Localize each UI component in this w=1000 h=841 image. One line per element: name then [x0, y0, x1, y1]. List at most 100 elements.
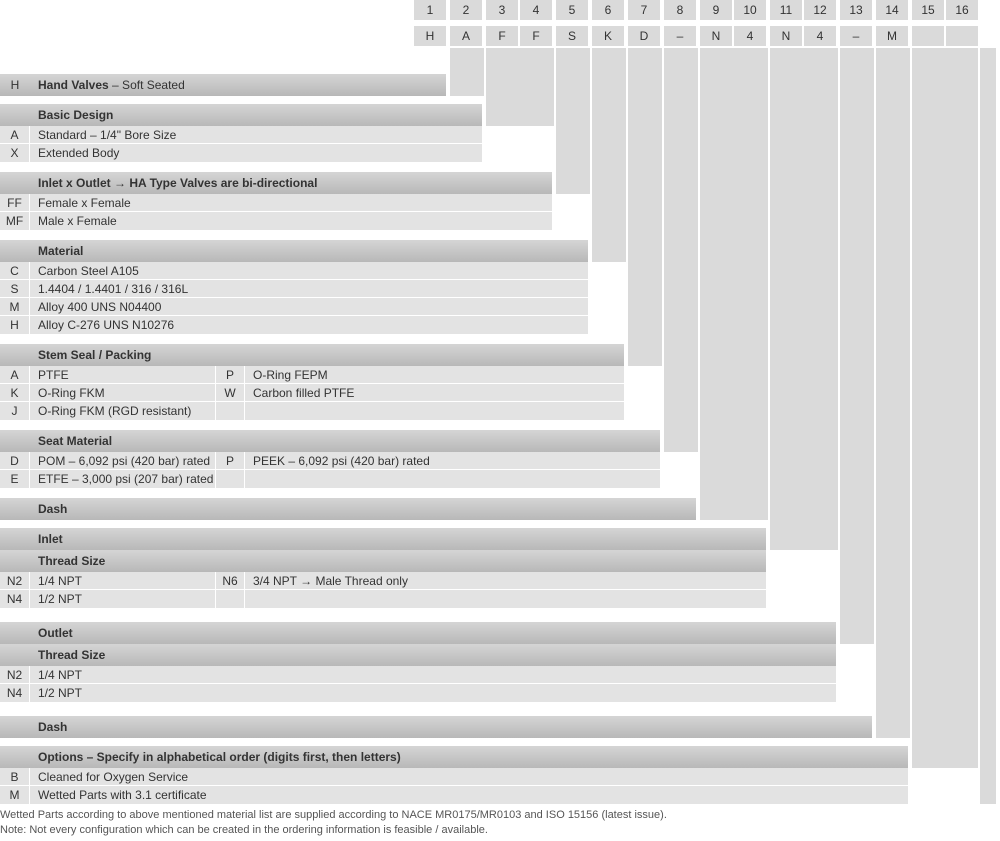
data-row: N21/4 NPTN63/4 NPT → Male Thread only — [0, 572, 766, 590]
row-code: MF — [0, 212, 30, 230]
position-cell: 12 — [804, 0, 836, 20]
header-label: Inlet x Outlet → HA Type Valves are bi-d… — [30, 176, 317, 190]
row-code-2 — [215, 590, 245, 608]
section: Stem Seal / PackingAPTFEPO-Ring FEPMKO-R… — [0, 344, 624, 420]
data-row: N21/4 NPT — [0, 666, 836, 684]
section-header: Inlet x Outlet → HA Type Valves are bi-d… — [0, 172, 552, 194]
data-row: MWetted Parts with 3.1 certificate — [0, 786, 908, 804]
row-code: H — [0, 316, 30, 334]
data-row: MAlloy 400 UNS N04400 — [0, 298, 588, 316]
footer-notes: Wetted Parts according to above mentione… — [0, 808, 667, 839]
code-cell: F — [486, 26, 518, 46]
header-label: Hand Valves – Soft Seated — [30, 78, 185, 92]
section-header: Outlet — [0, 622, 836, 644]
header-code: H — [0, 78, 30, 92]
row-label-2: Carbon filled PTFE — [245, 386, 624, 400]
row-code-2: N6 — [215, 572, 245, 589]
position-cell: 9 — [700, 0, 732, 20]
data-row: MFMale x Female — [0, 212, 552, 230]
data-row: HAlloy C-276 UNS N10276 — [0, 316, 588, 334]
row-label-2: 3/4 NPT → Male Thread only — [245, 574, 766, 588]
row-label: 1/4 NPT — [30, 574, 215, 588]
section-header: Dash — [0, 498, 696, 520]
row-label: 1/2 NPT — [30, 686, 836, 700]
data-row: EETFE – 3,000 psi (207 bar) rated — [0, 470, 660, 488]
step-fill — [450, 48, 484, 96]
code-cell — [912, 26, 944, 46]
step-fill — [912, 48, 978, 768]
code-cell: A — [450, 26, 482, 46]
code-cell: F — [520, 26, 552, 46]
header-label: Basic Design — [30, 108, 113, 122]
row-code-2: W — [215, 384, 245, 401]
section: Dash — [0, 498, 696, 520]
code-cell: – — [664, 26, 696, 46]
row-label: Female x Female — [30, 196, 552, 210]
row-code-2 — [215, 470, 245, 488]
position-cell: 16 — [946, 0, 978, 20]
position-cell: 4 — [520, 0, 552, 20]
data-row: AStandard – 1/4" Bore Size — [0, 126, 482, 144]
step-fill — [556, 48, 590, 194]
step-fill — [664, 48, 698, 452]
header-label: Seat Material — [30, 434, 112, 448]
row-label: Cleaned for Oxygen Service — [30, 770, 908, 784]
section-header: HHand Valves – Soft Seated — [0, 74, 446, 96]
row-code: C — [0, 262, 30, 279]
section: Inlet x Outlet → HA Type Valves are bi-d… — [0, 172, 552, 230]
row-label-2: O-Ring FEPM — [245, 368, 624, 382]
step-fill — [592, 48, 626, 262]
section: Basic DesignAStandard – 1/4" Bore SizeXE… — [0, 104, 482, 162]
section: HHand Valves – Soft Seated — [0, 74, 446, 96]
position-cell: 7 — [628, 0, 660, 20]
row-code: N2 — [0, 666, 30, 683]
step-fill — [770, 48, 838, 550]
step-fill — [700, 48, 768, 520]
row-code: N4 — [0, 684, 30, 702]
row-code: B — [0, 768, 30, 785]
position-cell: 6 — [592, 0, 624, 20]
data-row: BCleaned for Oxygen Service — [0, 768, 908, 786]
position-cell: 8 — [664, 0, 696, 20]
row-code: J — [0, 402, 30, 420]
row-label: POM – 6,092 psi (420 bar) rated — [30, 454, 215, 468]
sub-header: Thread Size — [0, 550, 766, 572]
step-fill — [628, 48, 662, 366]
row-code: M — [0, 786, 30, 804]
row-label: 1.4404 / 1.4401 / 316 / 316L — [30, 282, 588, 296]
code-cell: S — [556, 26, 588, 46]
row-label: Wetted Parts with 3.1 certificate — [30, 788, 908, 802]
code-cell: 4 — [804, 26, 836, 46]
sub-header: Thread Size — [0, 644, 836, 666]
section: InletThread SizeN21/4 NPTN63/4 NPT → Mal… — [0, 528, 766, 608]
row-label: Male x Female — [30, 214, 552, 228]
code-cell: H — [414, 26, 446, 46]
section-header: Basic Design — [0, 104, 482, 126]
section-header: Dash — [0, 716, 872, 738]
data-row: N41/2 NPT — [0, 590, 766, 608]
data-row: N41/2 NPT — [0, 684, 836, 702]
row-code: N2 — [0, 572, 30, 589]
code-cell: 4 — [734, 26, 766, 46]
section: MaterialCCarbon Steel A105S1.4404 / 1.44… — [0, 240, 588, 334]
row-code: M — [0, 298, 30, 315]
section: Options – Specify in alphabetical order … — [0, 746, 908, 804]
data-row: JO-Ring FKM (RGD resistant) — [0, 402, 624, 420]
position-cell: 3 — [486, 0, 518, 20]
row-label: Alloy 400 UNS N04400 — [30, 300, 588, 314]
position-cell: 2 — [450, 0, 482, 20]
data-row: DPOM – 6,092 psi (420 bar) ratedPPEEK – … — [0, 452, 660, 470]
row-label: O-Ring FKM — [30, 386, 215, 400]
step-fill — [980, 48, 996, 804]
row-code: S — [0, 280, 30, 297]
row-code-2: P — [215, 452, 245, 469]
section-header: Seat Material — [0, 430, 660, 452]
position-cell: 5 — [556, 0, 588, 20]
row-label: PTFE — [30, 368, 215, 382]
row-label-2: PEEK – 6,092 psi (420 bar) rated — [245, 454, 660, 468]
row-label: O-Ring FKM (RGD resistant) — [30, 404, 215, 418]
section-header: Inlet — [0, 528, 766, 550]
position-cell: 13 — [840, 0, 872, 20]
position-cell: 1 — [414, 0, 446, 20]
code-cell: D — [628, 26, 660, 46]
